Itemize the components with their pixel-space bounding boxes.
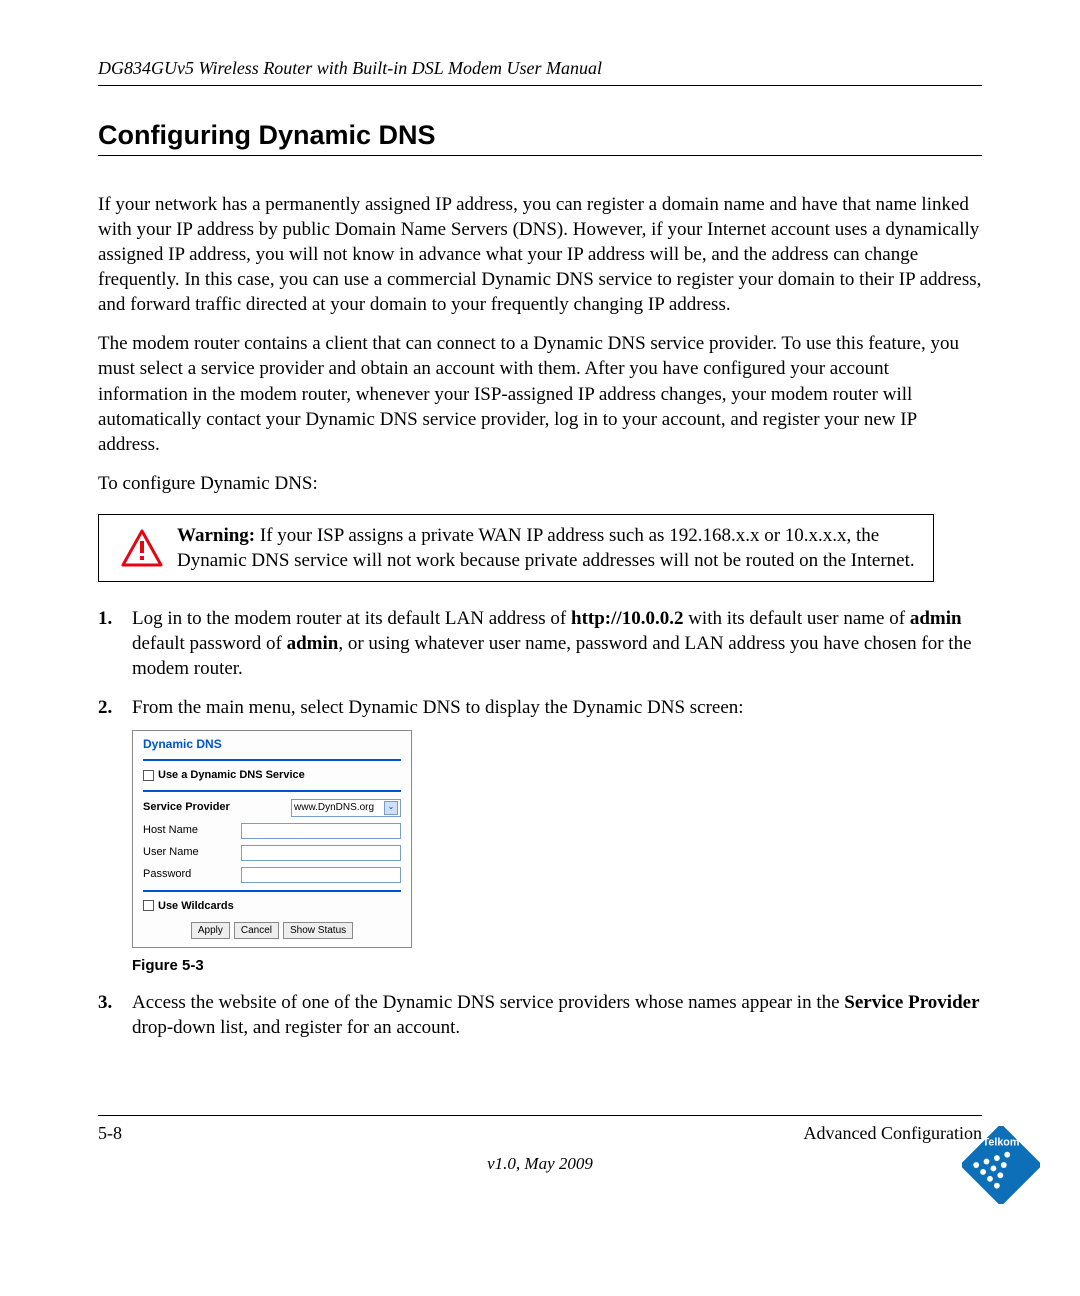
show-status-button[interactable]: Show Status [283, 922, 353, 939]
step-1-text-e: default password of [132, 633, 287, 654]
step-3-text-c: drop-down list, and register for an acco… [132, 1017, 460, 1038]
step-3-bold: Service Provider [844, 992, 979, 1013]
step-number-2: 2. [98, 695, 112, 720]
warning-body: If your ISP assigns a private WAN IP add… [177, 525, 915, 571]
panel-divider-2 [143, 890, 401, 892]
apply-button[interactable]: Apply [191, 922, 230, 939]
step-number-3: 3. [98, 990, 112, 1015]
steps-list: 1. Log in to the modem router at its def… [98, 606, 982, 1040]
user-name-row: User Name [143, 842, 401, 864]
service-provider-select[interactable]: www.DynDNS.org ⌄ [291, 799, 401, 817]
section-heading: Configuring Dynamic DNS [98, 120, 982, 151]
step-number-1: 1. [98, 606, 112, 631]
step-2-text: From the main menu, select Dynamic DNS t… [132, 697, 744, 718]
user-name-input[interactable] [241, 845, 401, 861]
step-1-pass: admin [287, 633, 339, 654]
header-divider [98, 85, 982, 86]
section-divider [98, 155, 982, 156]
warning-label: Warning: [177, 525, 255, 546]
svg-text:Telkom: Telkom [983, 1137, 1020, 1149]
step-1-text-c: with its default user name of [683, 608, 909, 629]
host-name-row: Host Name [143, 820, 401, 842]
wildcards-checkbox[interactable] [143, 900, 154, 911]
service-provider-row: Service Provider www.DynDNS.org ⌄ [143, 796, 401, 820]
step-3-text-a: Access the website of one of the Dynamic… [132, 992, 844, 1013]
chevron-down-icon: ⌄ [384, 801, 398, 815]
use-service-checkbox[interactable] [143, 770, 154, 781]
password-row: Password [143, 864, 401, 886]
wildcards-row: Use Wildcards [143, 896, 401, 917]
warning-text: Warning: If your ISP assigns a private W… [177, 523, 921, 573]
step-3: 3. Access the website of one of the Dyna… [98, 990, 982, 1040]
host-name-input[interactable] [241, 823, 401, 839]
service-provider-label: Service Provider [143, 800, 241, 815]
service-provider-value: www.DynDNS.org [294, 801, 374, 814]
password-label: Password [143, 867, 241, 882]
step-1-text-a: Log in to the modem router at its defaul… [132, 608, 571, 629]
step-2: 2. From the main menu, select Dynamic DN… [98, 695, 982, 976]
step-1: 1. Log in to the modem router at its def… [98, 606, 982, 681]
paragraph-3: To configure Dynamic DNS: [98, 471, 982, 496]
paragraph-2: The modem router contains a client that … [98, 331, 982, 456]
screenshot-panel: Dynamic DNS Use a Dynamic DNS Service Se… [132, 730, 412, 948]
use-service-row: Use a Dynamic DNS Service [143, 765, 401, 786]
footer-divider [98, 1115, 982, 1116]
panel-title: Dynamic DNS [143, 737, 401, 761]
telkom-logo: Telkom [962, 1126, 1040, 1204]
password-input[interactable] [241, 867, 401, 883]
user-name-label: User Name [143, 845, 241, 860]
host-name-label: Host Name [143, 823, 241, 838]
panel-divider-1 [143, 790, 401, 792]
wildcards-label: Use Wildcards [158, 899, 234, 914]
cancel-button[interactable]: Cancel [234, 922, 279, 939]
paragraph-1: If your network has a permanently assign… [98, 192, 982, 317]
page-number: 5-8 [98, 1123, 122, 1144]
running-header: DG834GUv5 Wireless Router with Built-in … [98, 58, 982, 79]
footer-row: 5-8 Advanced Configuration [98, 1123, 982, 1144]
step-1-user: admin [910, 608, 962, 629]
use-service-label: Use a Dynamic DNS Service [158, 768, 305, 783]
figure-caption: Figure 5-3 [132, 956, 982, 976]
footer-version: v1.0, May 2009 [0, 1154, 1080, 1174]
step-1-url: http://10.0.0.2 [571, 608, 683, 629]
footer-section: Advanced Configuration [804, 1123, 982, 1144]
warning-icon [107, 529, 177, 567]
panel-buttons: Apply Cancel Show Status [143, 922, 401, 939]
warning-callout: Warning: If your ISP assigns a private W… [98, 514, 934, 582]
